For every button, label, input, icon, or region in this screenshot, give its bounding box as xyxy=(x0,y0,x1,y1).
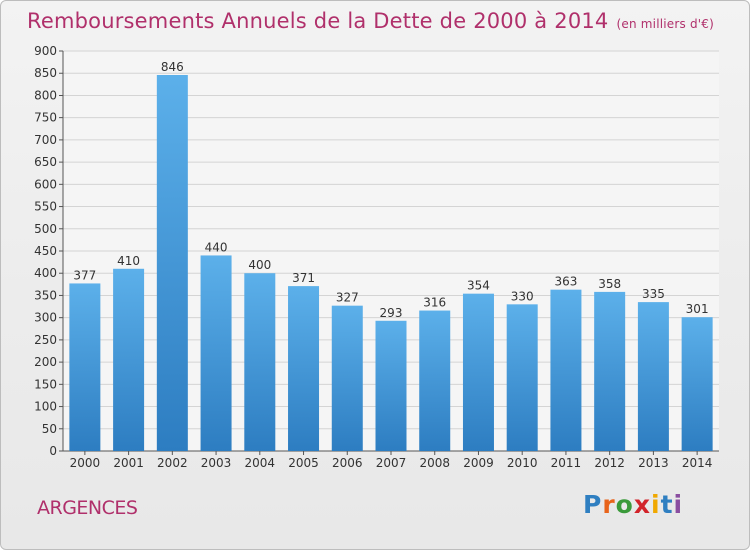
bar xyxy=(69,283,101,451)
bar-value-label: 400 xyxy=(248,258,271,272)
x-tick-label: 2012 xyxy=(594,456,625,470)
brand-letter: i xyxy=(651,490,661,519)
brand-logo: Proxiti xyxy=(583,490,683,519)
bar xyxy=(550,289,582,451)
x-tick-label: 2006 xyxy=(332,456,363,470)
y-tick-label: 900 xyxy=(34,44,57,58)
bar-value-label: 301 xyxy=(686,302,709,316)
y-tick-label: 850 xyxy=(34,66,57,80)
bar-value-label: 440 xyxy=(205,240,228,254)
x-tick-label: 2014 xyxy=(682,456,713,470)
chart-title: Remboursements Annuels de la Dette de 20… xyxy=(27,9,714,33)
bar-value-label: 316 xyxy=(423,296,446,310)
bar-value-label: 293 xyxy=(380,306,403,320)
y-tick-label: 150 xyxy=(34,377,57,391)
bar xyxy=(594,291,626,451)
bar-value-label: 410 xyxy=(117,254,140,268)
y-tick-label: 400 xyxy=(34,266,57,280)
x-tick-label: 2011 xyxy=(551,456,582,470)
bar xyxy=(200,255,232,451)
bar xyxy=(462,293,494,451)
y-tick-label: 50 xyxy=(42,422,57,436)
y-tick-label: 0 xyxy=(49,444,57,458)
bar xyxy=(244,273,276,451)
x-tick-label: 2008 xyxy=(419,456,450,470)
y-tick-label: 450 xyxy=(34,244,57,258)
y-tick-label: 100 xyxy=(34,400,57,414)
bar-value-label: 377 xyxy=(73,268,96,282)
y-tick-label: 600 xyxy=(34,177,57,191)
bar xyxy=(375,320,407,451)
x-tick-label: 2005 xyxy=(288,456,319,470)
y-tick-label: 750 xyxy=(34,111,57,125)
bar xyxy=(681,317,713,451)
y-tick-label: 250 xyxy=(34,333,57,347)
bar xyxy=(637,302,669,451)
x-tick-label: 2004 xyxy=(245,456,276,470)
bar xyxy=(419,310,451,451)
brand-letter: o xyxy=(615,490,634,519)
x-tick-label: 2010 xyxy=(507,456,538,470)
bar-value-label: 363 xyxy=(554,275,577,289)
y-tick-label: 800 xyxy=(34,88,57,102)
x-tick-label: 2009 xyxy=(463,456,494,470)
y-tick-label: 500 xyxy=(34,222,57,236)
y-tick-label: 550 xyxy=(34,200,57,214)
bar-value-label: 330 xyxy=(511,289,534,303)
y-tick-label: 350 xyxy=(34,288,57,302)
brand-letter: r xyxy=(602,490,616,519)
bar xyxy=(506,304,538,451)
brand-letter: i xyxy=(673,490,684,519)
x-tick-label: 2007 xyxy=(376,456,407,470)
bar-value-label: 358 xyxy=(598,277,621,291)
brand-letter: x xyxy=(633,490,651,519)
brand-letter: t xyxy=(660,490,674,519)
bar-value-label: 846 xyxy=(161,60,184,74)
y-tick-label: 300 xyxy=(34,311,57,325)
chart-title-text: Remboursements Annuels de la Dette de 20… xyxy=(27,9,609,33)
bar-value-label: 371 xyxy=(292,271,315,285)
bar xyxy=(156,75,188,451)
bar xyxy=(113,268,145,451)
x-tick-label: 2000 xyxy=(70,456,101,470)
y-tick-label: 200 xyxy=(34,355,57,369)
location-label: ARGENCES xyxy=(37,497,138,519)
bar-value-label: 335 xyxy=(642,287,665,301)
y-tick-label: 650 xyxy=(34,155,57,169)
x-tick-label: 2013 xyxy=(638,456,669,470)
chart-unit-note: (en milliers d'€) xyxy=(616,17,715,31)
x-tick-label: 2001 xyxy=(113,456,144,470)
bar-value-label: 327 xyxy=(336,291,359,305)
bar xyxy=(288,286,320,451)
brand-letter: P xyxy=(583,490,603,519)
bar xyxy=(331,305,363,451)
x-tick-label: 2003 xyxy=(201,456,232,470)
x-tick-label: 2002 xyxy=(157,456,188,470)
y-tick-label: 700 xyxy=(34,133,57,147)
bar-value-label: 354 xyxy=(467,279,490,293)
